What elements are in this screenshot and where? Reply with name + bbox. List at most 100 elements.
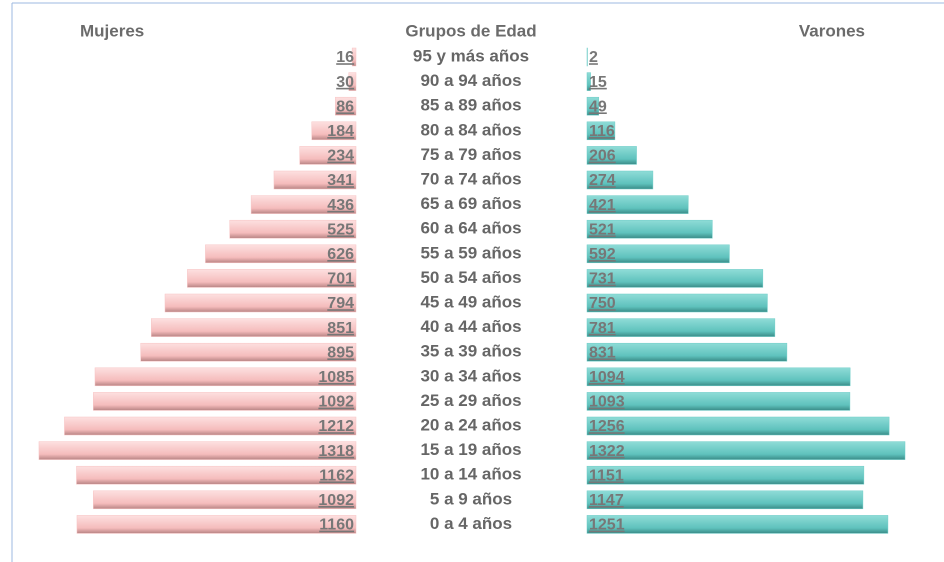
value-label: 781: [589, 320, 616, 337]
value-label: 794: [327, 295, 354, 312]
bar-female: [151, 318, 357, 337]
bar-female: [187, 269, 357, 288]
age-group-label: 90 a 94 años: [420, 71, 521, 90]
bar-male: [586, 269, 764, 288]
bar-female: [250, 195, 357, 214]
bar-male: [586, 490, 864, 510]
value-label: 1093: [589, 394, 625, 411]
bar-male: [586, 515, 889, 534]
value-label: 1147: [589, 492, 624, 509]
age-group-label: 80 a 84 años: [420, 120, 521, 139]
bar-female: [140, 342, 357, 362]
value-label: 626: [327, 246, 354, 263]
value-label: 1092: [318, 492, 354, 509]
bar-male: [586, 441, 906, 460]
legend-male: Varones: [799, 21, 865, 40]
value-label: 30: [336, 74, 354, 91]
value-label: 1318: [318, 443, 354, 460]
bar-female: [94, 367, 357, 387]
age-group-label: 60 a 64 años: [420, 219, 521, 238]
age-group-label: 85 a 89 años: [420, 96, 521, 115]
bar-male: [586, 195, 689, 214]
bar-female: [164, 293, 357, 313]
value-label: 851: [327, 320, 354, 337]
value-label: 592: [589, 246, 616, 263]
value-label: 436: [327, 197, 354, 214]
bar-female: [348, 72, 357, 91]
bar-female: [76, 515, 357, 534]
value-label: 1322: [589, 443, 625, 460]
age-group-label: 0 a 4 años: [430, 514, 512, 533]
value-label: 234: [327, 148, 354, 165]
value-label: 341: [327, 172, 354, 189]
value-label: 2: [589, 49, 598, 66]
value-label: 1094: [589, 369, 625, 386]
bar-female: [93, 392, 357, 411]
value-label: 274: [589, 172, 616, 189]
bar-female: [205, 244, 357, 264]
age-group-label: 50 a 54 años: [420, 268, 521, 287]
value-label: 1092: [318, 394, 354, 411]
value-label: 731: [589, 271, 616, 288]
legend-female: Mujeres: [80, 21, 144, 40]
bar-female: [299, 146, 357, 165]
bar-female: [335, 96, 357, 116]
bar-female: [273, 170, 357, 190]
bar-female: [351, 47, 357, 67]
chart-title: Grupos de Edad: [405, 21, 536, 40]
age-group-label: 25 a 29 años: [420, 391, 521, 410]
value-label: 831: [589, 344, 616, 361]
bar-male: [586, 170, 654, 190]
bar-male: [586, 416, 890, 436]
value-label: 525: [327, 221, 354, 238]
age-group-label: 65 a 69 años: [420, 194, 521, 213]
value-label: 1151: [589, 467, 624, 484]
age-group-label: 45 a 49 años: [420, 292, 521, 311]
bar-male: [586, 293, 768, 313]
value-label: 895: [327, 344, 354, 361]
value-label: 16: [336, 49, 354, 66]
bar-male: [586, 342, 788, 362]
bar-male: [586, 318, 776, 337]
bar-male: [586, 72, 591, 91]
value-label: 49: [589, 98, 607, 115]
age-group-label: 15 a 19 años: [420, 440, 521, 459]
age-group-label: 10 a 14 años: [420, 465, 521, 484]
bar-male: [586, 121, 616, 141]
bar-female: [38, 441, 357, 460]
bar-male: [586, 96, 600, 116]
bar-male: [586, 465, 865, 485]
value-label: 521: [589, 221, 616, 238]
value-label: 1162: [319, 467, 354, 484]
value-label: 1160: [319, 517, 354, 534]
bar-female: [76, 465, 357, 485]
bar-female: [229, 219, 357, 239]
age-group-label: 5 a 9 años: [430, 489, 512, 508]
bar-male: [586, 244, 730, 264]
value-label: 701: [327, 271, 354, 288]
value-label: 1212: [318, 418, 354, 435]
bar-female: [64, 416, 357, 436]
age-group-label: 95 y más años: [413, 46, 529, 65]
bar-male: [586, 392, 851, 411]
value-label: 1251: [589, 517, 625, 534]
value-label: 1256: [589, 418, 625, 435]
bar-female: [311, 121, 357, 141]
bar-male: [586, 146, 637, 165]
age-group-label: 20 a 24 años: [420, 415, 521, 434]
value-label: 206: [589, 148, 616, 165]
age-group-label: 35 a 39 años: [420, 342, 521, 361]
bar-male: [586, 219, 713, 239]
age-group-label: 30 a 34 años: [420, 366, 521, 385]
value-label: 750: [589, 295, 616, 312]
value-label: 15: [589, 74, 607, 91]
value-label: 184: [327, 123, 354, 140]
age-group-label: 40 a 44 años: [420, 317, 521, 336]
value-label: 1085: [318, 369, 354, 386]
age-group-label: 55 a 59 años: [420, 243, 521, 262]
bar-female: [93, 490, 357, 510]
bar-male: [586, 367, 851, 387]
age-group-label: 75 a 79 años: [420, 145, 521, 164]
value-label: 421: [589, 197, 616, 214]
